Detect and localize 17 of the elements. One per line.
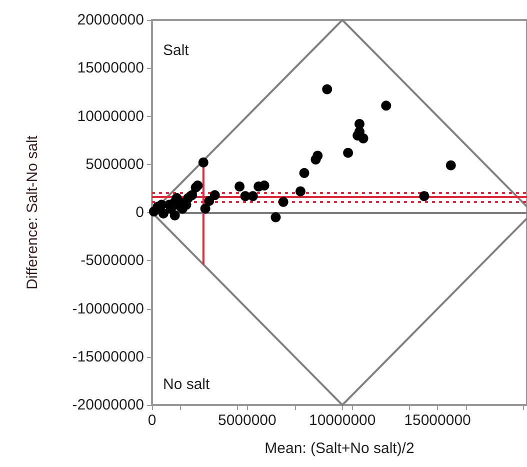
y-tick-label: 20000000 xyxy=(77,12,144,28)
x-tick-label: 5000000 xyxy=(218,412,276,429)
annotation: Salt xyxy=(163,42,190,59)
x-tick-label: 15000000 xyxy=(404,412,471,429)
annotation: No salt xyxy=(163,376,211,393)
y-tick-label: -5000000 xyxy=(80,252,144,270)
y-tick-label: -20000000 xyxy=(72,396,144,414)
x-axis-title: Mean: (Salt+No salt)/2 xyxy=(264,440,414,457)
y-tick-label: -10000000 xyxy=(72,300,144,318)
y-axis-title: Difference: Salt-No salt xyxy=(24,134,41,290)
y-tick-label: 10000000 xyxy=(77,108,144,125)
y-tick-label: 0 xyxy=(136,204,144,221)
y-tick-label: 5000000 xyxy=(86,156,144,173)
x-tick-label: 10000000 xyxy=(308,412,376,429)
x-tick-label: 0 xyxy=(148,412,156,429)
y-tick-label: 15000000 xyxy=(77,60,144,77)
y-tick-label: -15000000 xyxy=(72,348,144,366)
